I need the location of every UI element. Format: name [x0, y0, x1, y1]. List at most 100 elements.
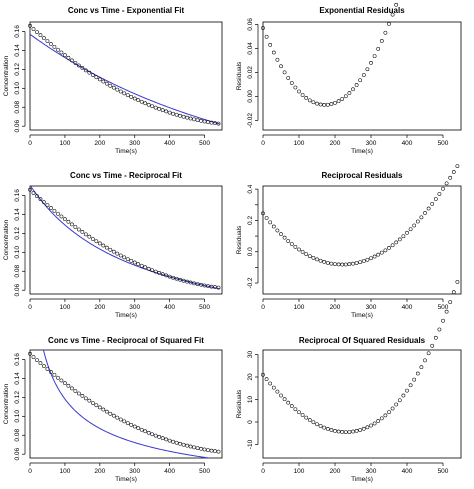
y-axis-label: Concentration	[3, 219, 10, 260]
data-point	[213, 121, 217, 126]
x-tick-label: 500	[199, 468, 210, 475]
data-point	[455, 279, 460, 284]
data-point	[178, 113, 182, 118]
y-tick-label: 0.06	[14, 120, 21, 133]
data-point	[199, 118, 203, 123]
x-tick-label: 200	[330, 140, 341, 147]
data-point	[49, 206, 53, 210]
data-point	[160, 436, 165, 441]
x-tick-label: 0	[261, 140, 265, 147]
data-point	[304, 415, 309, 420]
data-point	[372, 54, 377, 59]
data-point	[38, 33, 43, 38]
data-point	[297, 410, 301, 415]
x-tick-label: 300	[366, 140, 377, 147]
data-point	[307, 418, 312, 422]
y-tick-label: 0.14	[14, 44, 21, 57]
x-tick-label: 400	[164, 468, 175, 475]
data-point	[104, 81, 109, 86]
data-point	[153, 433, 158, 438]
data-point	[178, 277, 182, 282]
chart-title: Conc vs Time - Exponential Fit	[68, 6, 185, 15]
data-point	[174, 440, 179, 445]
data-point	[76, 391, 81, 396]
data-point	[437, 192, 442, 196]
plot-frame	[29, 21, 223, 131]
data-point	[94, 239, 99, 244]
y-tick-label: 0.14	[14, 208, 21, 221]
y-tick-label: 0.16	[14, 353, 21, 366]
y-tick-label: 0.00	[247, 90, 254, 103]
data-point	[122, 255, 127, 260]
chart-title: Exponential Residuals	[319, 6, 405, 15]
data-point	[52, 373, 57, 377]
data-point	[192, 117, 196, 122]
data-point	[83, 68, 88, 73]
data-point	[286, 400, 291, 405]
data-point	[318, 258, 323, 263]
data-point	[336, 99, 341, 104]
data-point	[167, 110, 172, 115]
data-point	[408, 227, 413, 232]
y-tick-label: 0.10	[14, 246, 21, 259]
data-point	[31, 191, 36, 195]
x-tick-label: 100	[59, 304, 70, 311]
y-tick-label: 0.16	[14, 25, 21, 38]
data-point	[209, 120, 214, 125]
data-point	[31, 355, 36, 359]
data-point	[206, 448, 210, 452]
data-point	[340, 430, 345, 434]
data-point	[340, 262, 345, 267]
data-point	[76, 63, 81, 68]
data-point	[318, 102, 323, 107]
data-point	[264, 34, 269, 39]
fit-curve	[42, 350, 213, 458]
data-point	[108, 247, 113, 252]
y-tick-label: 20	[247, 373, 254, 381]
panel-exponential-fit: Conc vs Time - Exponential Fit 0 100 200 300…	[3, 6, 223, 155]
data-point	[365, 257, 370, 262]
data-point	[101, 243, 106, 248]
data-point	[38, 361, 43, 366]
data-point	[125, 421, 130, 426]
data-point	[372, 421, 377, 426]
data-point	[415, 219, 420, 224]
data-point	[271, 224, 276, 229]
y-tick-label: 30	[247, 351, 254, 359]
data-point	[174, 276, 179, 281]
data-point	[390, 406, 395, 411]
data-point	[268, 43, 273, 47]
data-point	[80, 230, 85, 234]
data-point	[261, 26, 265, 30]
data-point	[369, 423, 373, 428]
plot-frame	[262, 185, 462, 295]
data-point	[430, 201, 435, 206]
data-point	[108, 83, 113, 88]
data-point	[45, 203, 50, 207]
x-tick-label: 200	[330, 304, 341, 311]
data-point	[87, 234, 92, 239]
data-point	[379, 39, 384, 43]
data-point	[122, 91, 127, 96]
x-tick-label: 400	[164, 304, 175, 311]
data-point	[426, 351, 431, 356]
data-point	[448, 300, 453, 304]
data-point	[160, 272, 165, 277]
data-point	[171, 111, 176, 116]
plot-frame	[262, 349, 462, 459]
x-axis-label: Time(s)	[351, 148, 373, 155]
data-point	[268, 381, 273, 386]
data-point	[122, 419, 127, 424]
data-point	[347, 262, 352, 267]
panel-reciprocal-fit: Conc vs Time - Reciprocal Fit 0 100 200 300 4…	[3, 171, 223, 319]
data-point	[343, 430, 348, 434]
data-point	[444, 309, 449, 314]
x-tick-label: 300	[129, 468, 140, 475]
plot-frame	[262, 21, 462, 131]
data-point	[188, 280, 193, 285]
data-point	[136, 98, 141, 103]
x-tick-label: 500	[199, 140, 210, 147]
panel-reciprocal-residuals: Reciprocal Residuals 0 100 200 300 400 500 -0.2…	[236, 164, 462, 319]
data-point	[209, 448, 214, 453]
data-point	[451, 290, 456, 295]
